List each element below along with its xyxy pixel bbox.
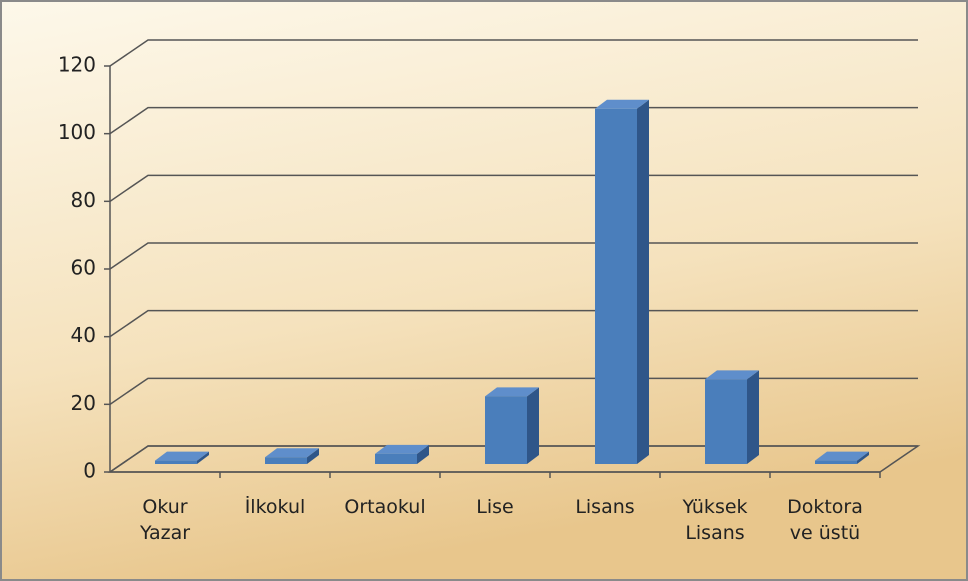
bar [265,457,307,464]
y-tick-label: 60 [71,256,96,280]
x-tick-label: Ortaokul [344,496,426,518]
bar-side [417,444,429,464]
bar [155,460,197,464]
bar-top [265,448,319,458]
bar-side [527,387,539,464]
grid-line [109,377,918,405]
grid-line [109,445,918,473]
bar-top [155,451,209,461]
bar-top [375,444,429,454]
y-tick-label: 20 [71,391,96,415]
x-tick-label: Yüksek Lisans [682,496,748,544]
bar-top [705,370,759,380]
y-tick-label: 40 [71,323,96,347]
x-tick-label: Lisans [575,496,635,518]
grid-line [109,106,918,135]
bar-top [485,387,539,397]
y-tick-label: 0 [83,459,96,483]
bar-side [197,451,209,464]
bar-side [307,448,319,464]
grid-line [109,174,918,202]
grid-line [109,309,918,338]
x-tick-label: İlkokul [244,496,306,518]
bar-top [595,99,649,109]
bar [485,396,527,464]
bar-top [815,451,869,461]
bar [375,453,417,464]
bar [595,108,637,464]
bar [815,460,857,464]
x-tick-label: Okur Yazar [139,496,191,544]
y-tick-label: 80 [71,188,96,212]
x-tick-label: Doktora ve üstü [787,496,863,544]
grid-line [109,242,918,270]
bar-side [857,451,869,464]
y-tick-label: 120 [58,53,96,77]
x-tick-label: Lise [476,496,514,518]
y-tick-label: 100 [58,120,96,144]
bar-side [637,99,649,464]
bar [705,379,747,464]
grid-line [109,39,918,67]
bar-side [747,370,759,464]
